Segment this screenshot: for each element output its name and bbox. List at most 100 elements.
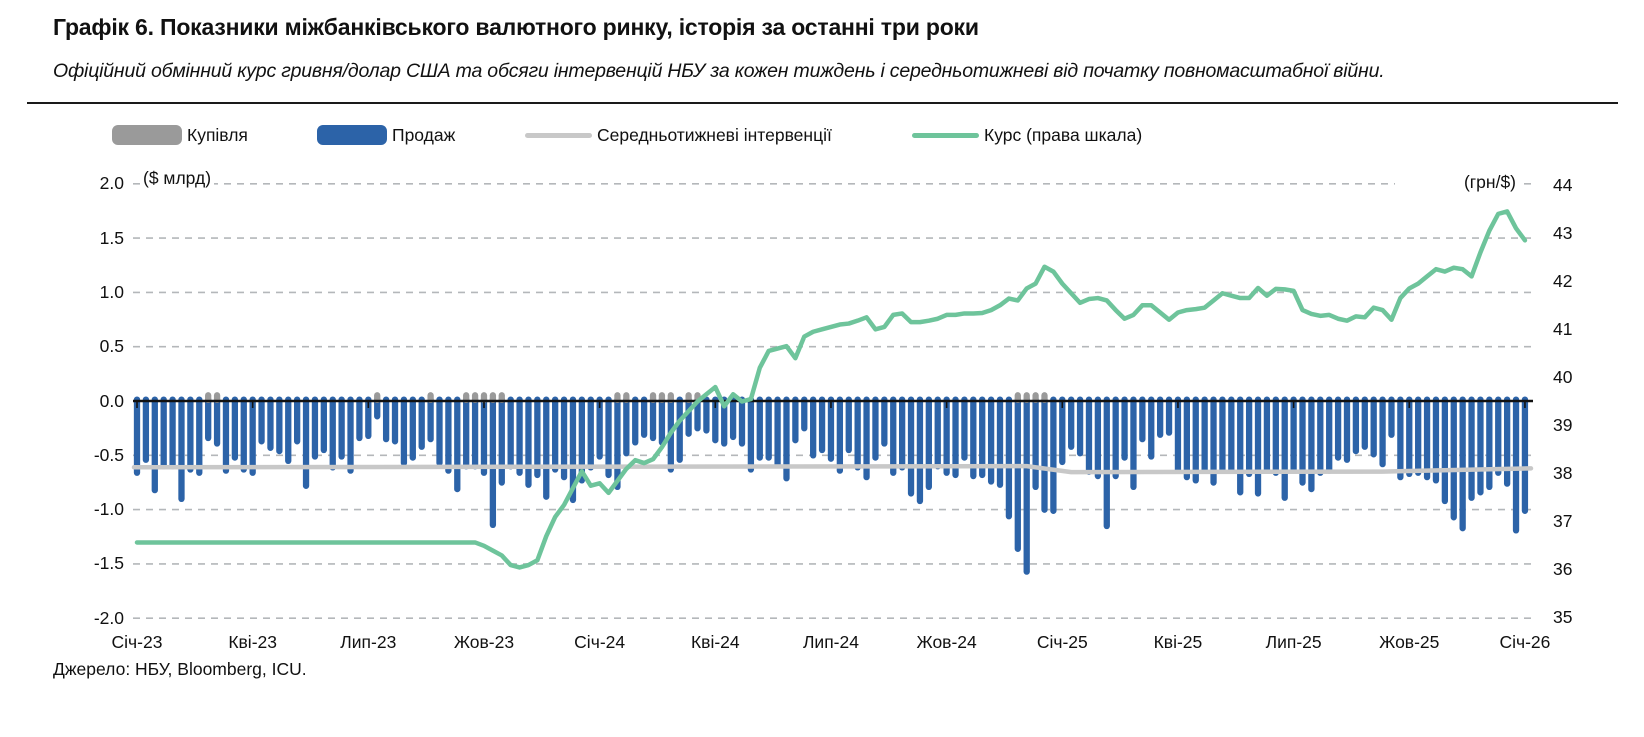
right-axis-tick-label: 39	[1553, 415, 1573, 436]
x-axis-label: Жов-25	[1379, 632, 1440, 652]
sell-bar	[1059, 396, 1066, 466]
sell-bar	[774, 396, 781, 468]
sell-bar	[1477, 396, 1484, 496]
sell-bar	[836, 396, 844, 474]
right-axis-tick-label: 35	[1553, 607, 1573, 628]
sell-bar	[1352, 396, 1360, 455]
sell-bar	[979, 396, 986, 479]
sell-bar	[338, 396, 345, 460]
x-axis-label: Лип-24	[802, 632, 859, 652]
legend-swatch	[912, 132, 979, 138]
sell-bar	[133, 396, 141, 476]
sell-bar	[658, 396, 666, 446]
sell-bar	[1094, 396, 1102, 480]
sell-bar	[1112, 396, 1119, 480]
sell-bar	[872, 396, 879, 461]
sell-bar	[1130, 396, 1137, 491]
sell-bar	[676, 396, 683, 463]
legend-swatch	[525, 132, 592, 138]
sell-bar	[925, 396, 932, 491]
sell-bar	[1334, 396, 1342, 461]
sell-bar	[1041, 396, 1048, 513]
sell-bar	[222, 396, 230, 474]
sell-bar	[213, 396, 221, 447]
sell-bar	[1468, 396, 1475, 501]
sell-bar	[649, 396, 657, 442]
rate-line	[134, 209, 1528, 570]
sell-bar	[258, 396, 265, 445]
sell-bar	[1272, 396, 1279, 476]
sell-bar	[293, 396, 301, 445]
right-axis-tick-label: 36	[1553, 559, 1573, 580]
sell-bar	[1317, 396, 1324, 476]
sell-bar	[1183, 396, 1190, 481]
sell-bar	[1237, 396, 1244, 496]
sell-bar	[854, 396, 861, 471]
x-axis-label: Жов-23	[453, 632, 515, 652]
sell-bar	[454, 396, 461, 493]
sell-bar	[1432, 396, 1440, 484]
sell-bar	[1263, 396, 1271, 474]
sell-bar	[151, 396, 158, 494]
sell-bar	[1050, 396, 1057, 514]
sell-bar	[516, 396, 523, 476]
sell-bar	[756, 396, 763, 461]
sell-bar	[347, 396, 354, 474]
x-axis-label: Жов-24	[916, 632, 977, 652]
sell-bar	[320, 396, 327, 454]
sell-bar	[525, 396, 532, 488]
sell-bar	[587, 396, 594, 471]
x-axis-label: Лип-25	[1265, 632, 1322, 652]
left-axis-tick-label: -1.0	[93, 499, 124, 520]
sell-bar	[480, 396, 488, 476]
sell-bar	[578, 396, 585, 484]
sell-bar	[169, 396, 176, 470]
sell-bar	[1281, 396, 1288, 501]
sell-bar	[543, 396, 550, 500]
sell-bar	[1174, 396, 1182, 474]
sell-bar	[712, 396, 719, 444]
sell-bar	[1085, 396, 1093, 475]
x-axis-label: Кві-24	[690, 632, 740, 652]
avg-interventions-line	[131, 463, 1534, 475]
sell-bar	[721, 396, 728, 447]
page-title: Графік 6. Показники міжбанківського валю…	[53, 14, 979, 40]
sell-bar	[1210, 396, 1217, 486]
sell-bar	[1068, 396, 1075, 450]
legend-swatch	[317, 125, 387, 145]
x-axis-label: Лип-23	[340, 632, 397, 652]
sell-bar	[1192, 396, 1199, 484]
right-axis-tick-label: 41	[1553, 318, 1573, 339]
legend-label: Курс (права шкала)	[984, 124, 1143, 145]
sell-bar	[747, 396, 755, 473]
sell-bar	[987, 396, 995, 485]
sell-bar	[996, 396, 1004, 488]
sell-bar	[1254, 396, 1262, 497]
legend-swatch	[112, 125, 182, 145]
sell-bar	[1379, 396, 1386, 468]
divider-line	[27, 102, 1618, 104]
sell-bar	[489, 396, 497, 529]
sell-bar	[845, 396, 852, 454]
legend-label: Купівля	[187, 124, 248, 145]
sell-bar	[703, 396, 710, 434]
sell-bar	[1415, 396, 1422, 476]
right-axis-tick-label: 37	[1553, 511, 1573, 532]
sell-bar	[1245, 396, 1253, 478]
sell-bar	[391, 396, 399, 445]
sell-bar	[552, 396, 559, 473]
sell-bar	[934, 396, 941, 470]
sell-bar	[632, 396, 639, 446]
sell-bar	[1370, 396, 1377, 458]
sell-bar	[231, 396, 239, 461]
sell-bar	[1076, 396, 1084, 457]
left-axis-tick-label: 2.0	[99, 173, 124, 194]
sell-bar	[249, 396, 256, 476]
sell-bar	[382, 396, 390, 443]
sell-bar	[240, 396, 247, 473]
legend-item-3: Середньотижневі інтервенції	[525, 124, 832, 146]
sell-bar	[1459, 396, 1466, 532]
sell-bar	[881, 396, 888, 447]
sell-bar	[1219, 396, 1226, 473]
